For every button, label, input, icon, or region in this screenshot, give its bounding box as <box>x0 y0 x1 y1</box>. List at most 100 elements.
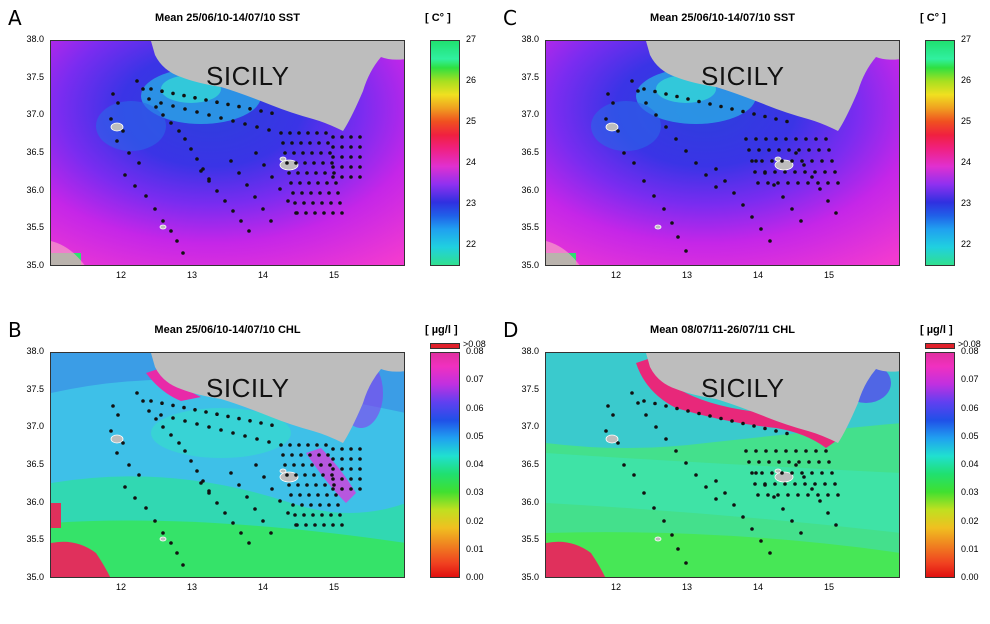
station-dot <box>756 493 760 497</box>
y-tick-label: 37.5 <box>26 383 44 394</box>
sicily-land <box>646 353 899 443</box>
station-dot <box>331 211 335 215</box>
y-tick-label: 35.5 <box>26 222 44 233</box>
station-dot <box>753 482 757 486</box>
station-dot <box>329 201 333 205</box>
x-tick-label: 13 <box>681 582 692 592</box>
y-tick-label: 37.0 <box>521 109 539 120</box>
station-dot <box>684 561 688 565</box>
station-dot <box>270 111 274 115</box>
station-dot <box>248 419 252 423</box>
station-dot <box>309 503 313 507</box>
colorbar-tick-label: 0.07 <box>961 374 979 385</box>
colorbar-tick-label: 0.07 <box>466 374 484 385</box>
sst-map: SICILY <box>50 40 405 266</box>
station-dot <box>226 414 230 419</box>
chl-map: SICILY <box>545 352 900 578</box>
station-dot <box>790 207 794 211</box>
station-dot <box>321 473 325 477</box>
station-dot <box>296 483 300 487</box>
station-dot <box>794 137 798 141</box>
station-dot <box>358 487 362 491</box>
station-dot <box>816 493 820 497</box>
station-dot <box>642 87 646 91</box>
colorbar-unit: [ µg/l ] <box>920 324 953 336</box>
colorbar <box>925 352 955 578</box>
station-dot <box>741 109 745 114</box>
station-dot <box>674 137 678 141</box>
station-dot <box>331 165 335 169</box>
station-dots <box>109 79 362 255</box>
station-dot <box>181 563 185 567</box>
station-dot <box>708 414 712 418</box>
station-dot <box>662 207 666 211</box>
station-dot <box>632 161 636 165</box>
station-dot <box>704 173 708 177</box>
colorbar-tick-label: 24 <box>466 157 477 168</box>
station-dot <box>719 416 723 421</box>
y-tick-label: 37.0 <box>26 109 44 120</box>
station-dot <box>804 449 808 453</box>
station-dot <box>349 457 353 461</box>
station-dot <box>349 145 353 149</box>
station-dot <box>606 92 610 96</box>
station-dot <box>358 467 362 471</box>
land-mass <box>605 41 899 230</box>
colorbar-tick-label: 25 <box>466 116 477 127</box>
sicily-land <box>151 353 404 443</box>
station-dot <box>289 493 293 497</box>
station-dot <box>267 440 271 444</box>
station-dot <box>286 199 290 203</box>
station-dot <box>780 471 784 475</box>
land-mass <box>110 353 404 542</box>
station-dot <box>316 181 320 185</box>
station-dot <box>171 403 175 408</box>
station-dot <box>785 119 789 124</box>
station-dot <box>318 503 322 507</box>
station-dot <box>338 201 342 205</box>
station-dot <box>768 239 772 243</box>
station-dot <box>326 141 330 145</box>
station-dot <box>783 170 787 174</box>
station-dot <box>231 209 235 213</box>
station-dot <box>636 89 640 93</box>
island <box>774 468 782 474</box>
station-dot <box>744 449 748 453</box>
station-dot <box>183 107 187 111</box>
station-dot <box>149 399 153 403</box>
station-dot <box>329 513 333 517</box>
station-dot <box>299 141 303 145</box>
station-dot <box>636 401 640 405</box>
station-dot <box>281 453 285 457</box>
island <box>774 471 794 483</box>
station-dot <box>776 181 780 185</box>
panel-sst-2010: A Mean 25/06/10-14/07/10 SST [ C° ] <box>0 0 495 312</box>
station-dot <box>161 219 165 223</box>
station-dot <box>298 493 302 497</box>
station-dot <box>622 151 626 155</box>
station-dot <box>786 493 790 497</box>
station-dot <box>169 433 173 437</box>
station-dot <box>321 161 325 165</box>
station-dot <box>654 425 658 429</box>
station-dot <box>207 425 211 429</box>
station-dot <box>229 159 233 163</box>
station-dot <box>135 391 139 395</box>
station-dot <box>670 533 674 537</box>
station-dot <box>317 453 321 457</box>
station-dot <box>269 531 273 535</box>
station-dot <box>328 463 332 467</box>
y-tick-label: 36.0 <box>521 184 539 195</box>
station-dot <box>652 194 656 198</box>
station-dot <box>298 181 302 185</box>
station-dot <box>833 170 837 174</box>
station-dot <box>115 451 119 455</box>
station-dot <box>773 482 777 486</box>
station-dot <box>358 477 362 481</box>
station-dot <box>147 97 151 101</box>
station-dot <box>732 503 736 507</box>
island <box>159 536 167 542</box>
station-dot <box>714 497 718 501</box>
station-dot <box>237 416 241 421</box>
station-dot <box>796 181 800 185</box>
